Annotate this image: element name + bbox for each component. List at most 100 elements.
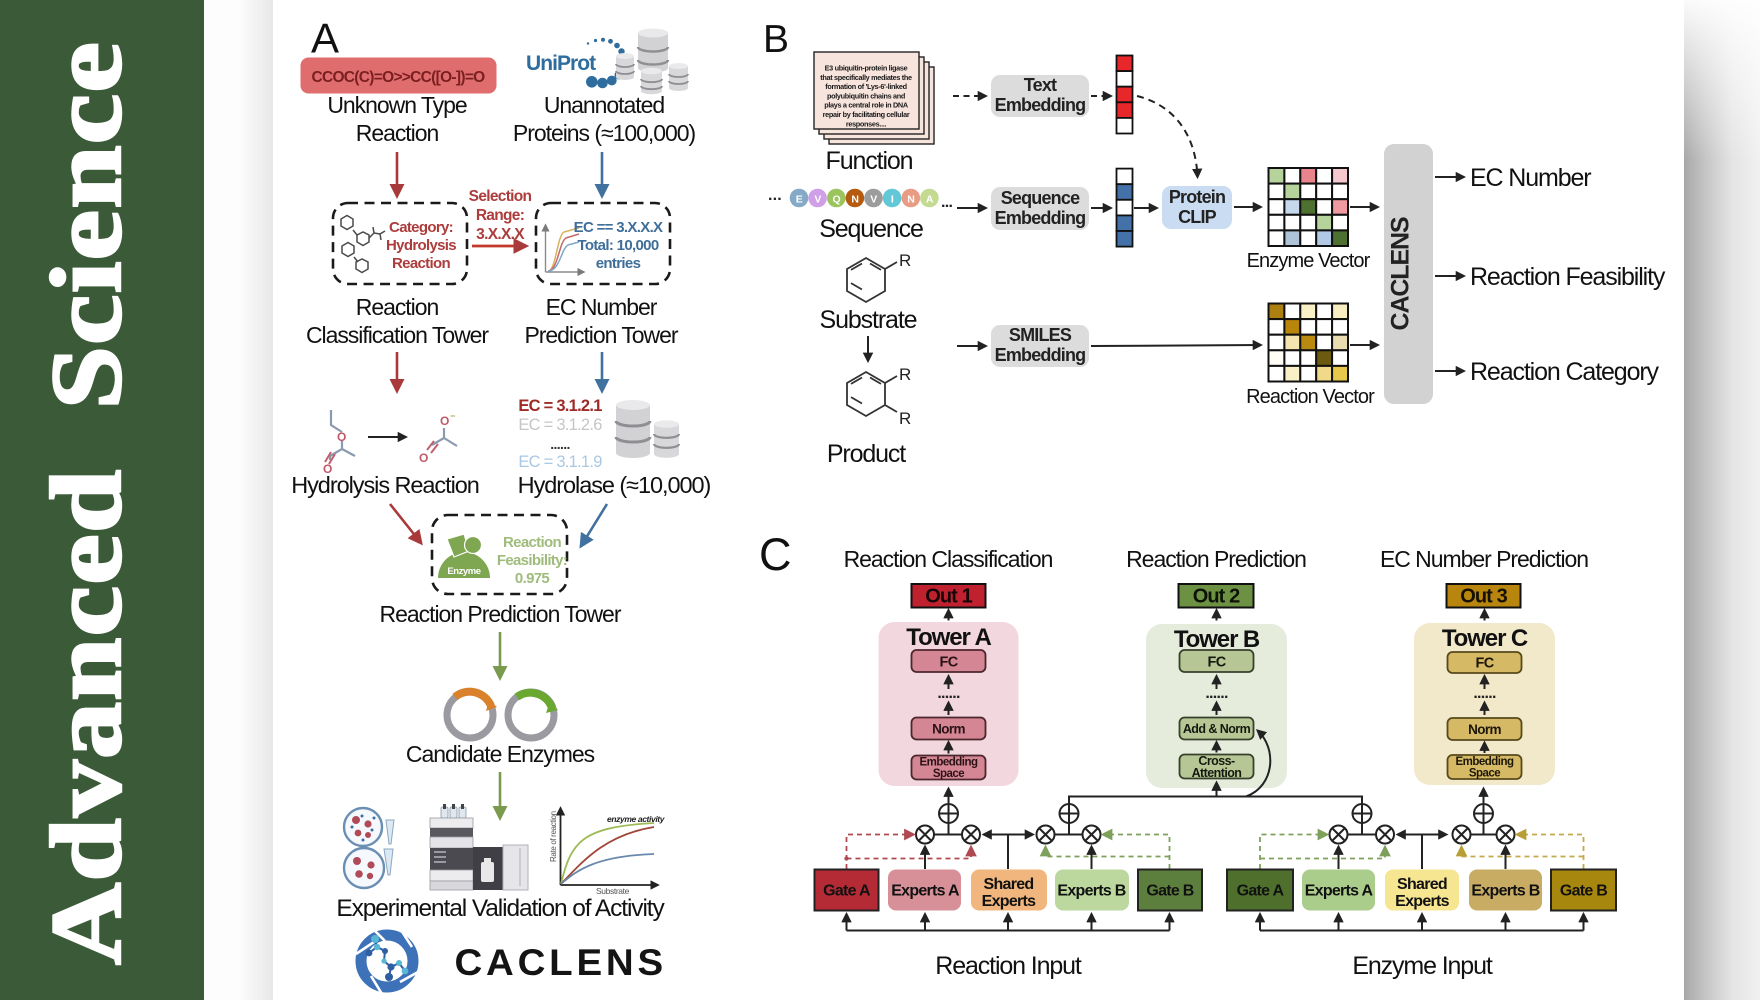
svg-text:O: O — [419, 451, 428, 465]
svg-text:Candidate Enzymes: Candidate Enzymes — [406, 741, 595, 767]
svg-text:Tower B: Tower B — [1174, 626, 1260, 653]
svg-text:Product: Product — [827, 440, 906, 468]
svg-text:Reaction Category: Reaction Category — [1470, 358, 1660, 386]
svg-text:Embedding: Embedding — [995, 95, 1086, 115]
svg-text:Add & Norm: Add & Norm — [1183, 722, 1251, 736]
svg-text:Reaction Prediction Tower: Reaction Prediction Tower — [380, 601, 622, 627]
svg-text:A: A — [926, 194, 934, 206]
svg-text:E: E — [796, 194, 803, 206]
svg-text:Text: Text — [1024, 75, 1057, 95]
svg-text:Experimental Validation of Act: Experimental Validation of Activity — [336, 895, 665, 922]
svg-text:Experts B: Experts B — [1471, 883, 1539, 900]
svg-text:Out 1: Out 1 — [925, 586, 972, 608]
svg-text:......: ...... — [1473, 685, 1496, 702]
svg-text:CCOC(C)=O>>CC([O-])=O: CCOC(C)=O>>CC([O-])=O — [311, 69, 485, 86]
svg-text:Proteins (≈100,000): Proteins (≈100,000) — [513, 120, 696, 146]
svg-text:C: C — [759, 529, 790, 580]
svg-text:Reaction Feasibility: Reaction Feasibility — [1470, 263, 1666, 291]
svg-text:Reaction: Reaction — [356, 120, 439, 146]
svg-text:···: ··· — [768, 191, 782, 208]
svg-text:Reaction: Reaction — [356, 294, 439, 320]
svg-text:FC: FC — [1207, 655, 1226, 671]
svg-text:polyubiquitin chains and: polyubiquitin chains and — [827, 91, 905, 100]
svg-text:Tower C: Tower C — [1442, 625, 1528, 652]
svg-text:Range:: Range: — [476, 207, 524, 224]
svg-text:Enzyme: Enzyme — [447, 566, 480, 577]
svg-text:Embedding: Embedding — [920, 757, 978, 769]
svg-text:Enzyme Input: Enzyme Input — [1352, 952, 1493, 980]
svg-text:plays a central role in DNA: plays a central role in DNA — [824, 101, 909, 110]
svg-text:E3 ubiquitin-protein ligase: E3 ubiquitin-protein ligase — [825, 64, 908, 73]
svg-text:Unannotated: Unannotated — [544, 92, 665, 118]
svg-text:FC: FC — [939, 655, 958, 671]
svg-text:R: R — [899, 251, 911, 270]
svg-text:Shared: Shared — [1397, 876, 1447, 893]
svg-text:N: N — [851, 194, 858, 206]
svg-text:enzyme activity: enzyme activity — [607, 814, 666, 824]
svg-text:Protein: Protein — [1169, 187, 1225, 207]
svg-text:Function: Function — [826, 147, 913, 175]
svg-text:0.975: 0.975 — [515, 570, 549, 587]
svg-text:EC == 3.X.X.X: EC == 3.X.X.X — [574, 219, 663, 236]
svg-text:Shared: Shared — [984, 876, 1034, 893]
svg-text:Sequence: Sequence — [1001, 188, 1080, 208]
svg-text:responses....: responses.... — [846, 119, 887, 128]
svg-text:UniProt: UniProt — [526, 52, 596, 75]
svg-text:repair by facilitating cellula: repair by facilitating cellular — [823, 110, 910, 119]
svg-text:Hydrolase (≈10,000): Hydrolase (≈10,000) — [518, 472, 711, 498]
svg-text:Gate B: Gate B — [1560, 883, 1607, 900]
svg-text:Out 3: Out 3 — [1460, 586, 1507, 608]
svg-text:Substrate: Substrate — [820, 306, 917, 334]
svg-text:Gate A: Gate A — [1237, 883, 1285, 900]
svg-text:formation of 'Lys-6'-linked: formation of 'Lys-6'-linked — [825, 82, 907, 91]
svg-text:I: I — [891, 194, 894, 206]
svg-text:Attention: Attention — [1192, 766, 1242, 780]
svg-text:V: V — [814, 194, 821, 206]
svg-text:Norm: Norm — [932, 722, 965, 737]
svg-text:Classification Tower: Classification Tower — [306, 322, 489, 348]
svg-text:Space: Space — [1469, 768, 1500, 780]
svg-text:EC Number: EC Number — [546, 294, 658, 320]
svg-text:Experts A: Experts A — [1305, 883, 1374, 900]
svg-text:Enzyme Vector: Enzyme Vector — [1247, 250, 1371, 272]
svg-text:Experts: Experts — [982, 893, 1036, 910]
svg-text:......: ...... — [1205, 685, 1228, 702]
svg-text:Tower A: Tower A — [906, 624, 991, 651]
svg-text:R: R — [899, 409, 911, 428]
svg-text:B: B — [763, 18, 787, 61]
svg-text:Substrate: Substrate — [596, 886, 630, 896]
svg-text:Experts: Experts — [1395, 893, 1449, 910]
svg-text:Reaction Prediction: Reaction Prediction — [1126, 546, 1306, 572]
svg-text:3.X.X.X: 3.X.X.X — [476, 226, 525, 243]
svg-text:EC Number: EC Number — [1470, 164, 1591, 192]
svg-text:EC Number Prediction: EC Number Prediction — [1380, 546, 1588, 572]
svg-text:Reaction: Reaction — [392, 255, 450, 272]
svg-text:FC: FC — [1475, 656, 1494, 672]
svg-text:Experts A: Experts A — [891, 883, 960, 900]
svg-text:Reaction: Reaction — [503, 534, 561, 551]
svg-text:O: O — [440, 414, 449, 428]
svg-text:Gate A: Gate A — [823, 883, 871, 900]
svg-text:N: N — [907, 194, 914, 206]
svg-text:Hydrolysis: Hydrolysis — [386, 237, 456, 254]
svg-text:Cross-: Cross- — [1198, 754, 1235, 768]
svg-text:Norm: Norm — [1468, 722, 1501, 737]
svg-text:V: V — [870, 194, 877, 206]
svg-text:SMILES: SMILES — [1009, 325, 1072, 345]
svg-text:CLIP: CLIP — [1178, 207, 1217, 227]
svg-text:EC = 3.1.2.6: EC = 3.1.2.6 — [518, 416, 602, 434]
svg-text:Reaction Vector: Reaction Vector — [1246, 386, 1375, 408]
svg-text:Gate B: Gate B — [1146, 883, 1193, 900]
svg-text:Unknown Type: Unknown Type — [327, 92, 467, 118]
svg-text:Embedding: Embedding — [995, 208, 1086, 228]
svg-text:Sequence: Sequence — [819, 215, 923, 243]
svg-text:Embedding: Embedding — [1456, 756, 1514, 768]
svg-text:EC = 3.1.2.1: EC = 3.1.2.1 — [518, 397, 602, 415]
svg-text:Out 2: Out 2 — [1193, 586, 1240, 608]
svg-text:Category:: Category: — [389, 219, 453, 236]
svg-text:Embedding: Embedding — [995, 345, 1086, 365]
svg-text:entries: entries — [596, 255, 641, 272]
svg-text:R: R — [899, 365, 911, 384]
svg-text:O: O — [337, 430, 346, 444]
svg-text:CACLENS: CACLENS — [1387, 217, 1415, 330]
